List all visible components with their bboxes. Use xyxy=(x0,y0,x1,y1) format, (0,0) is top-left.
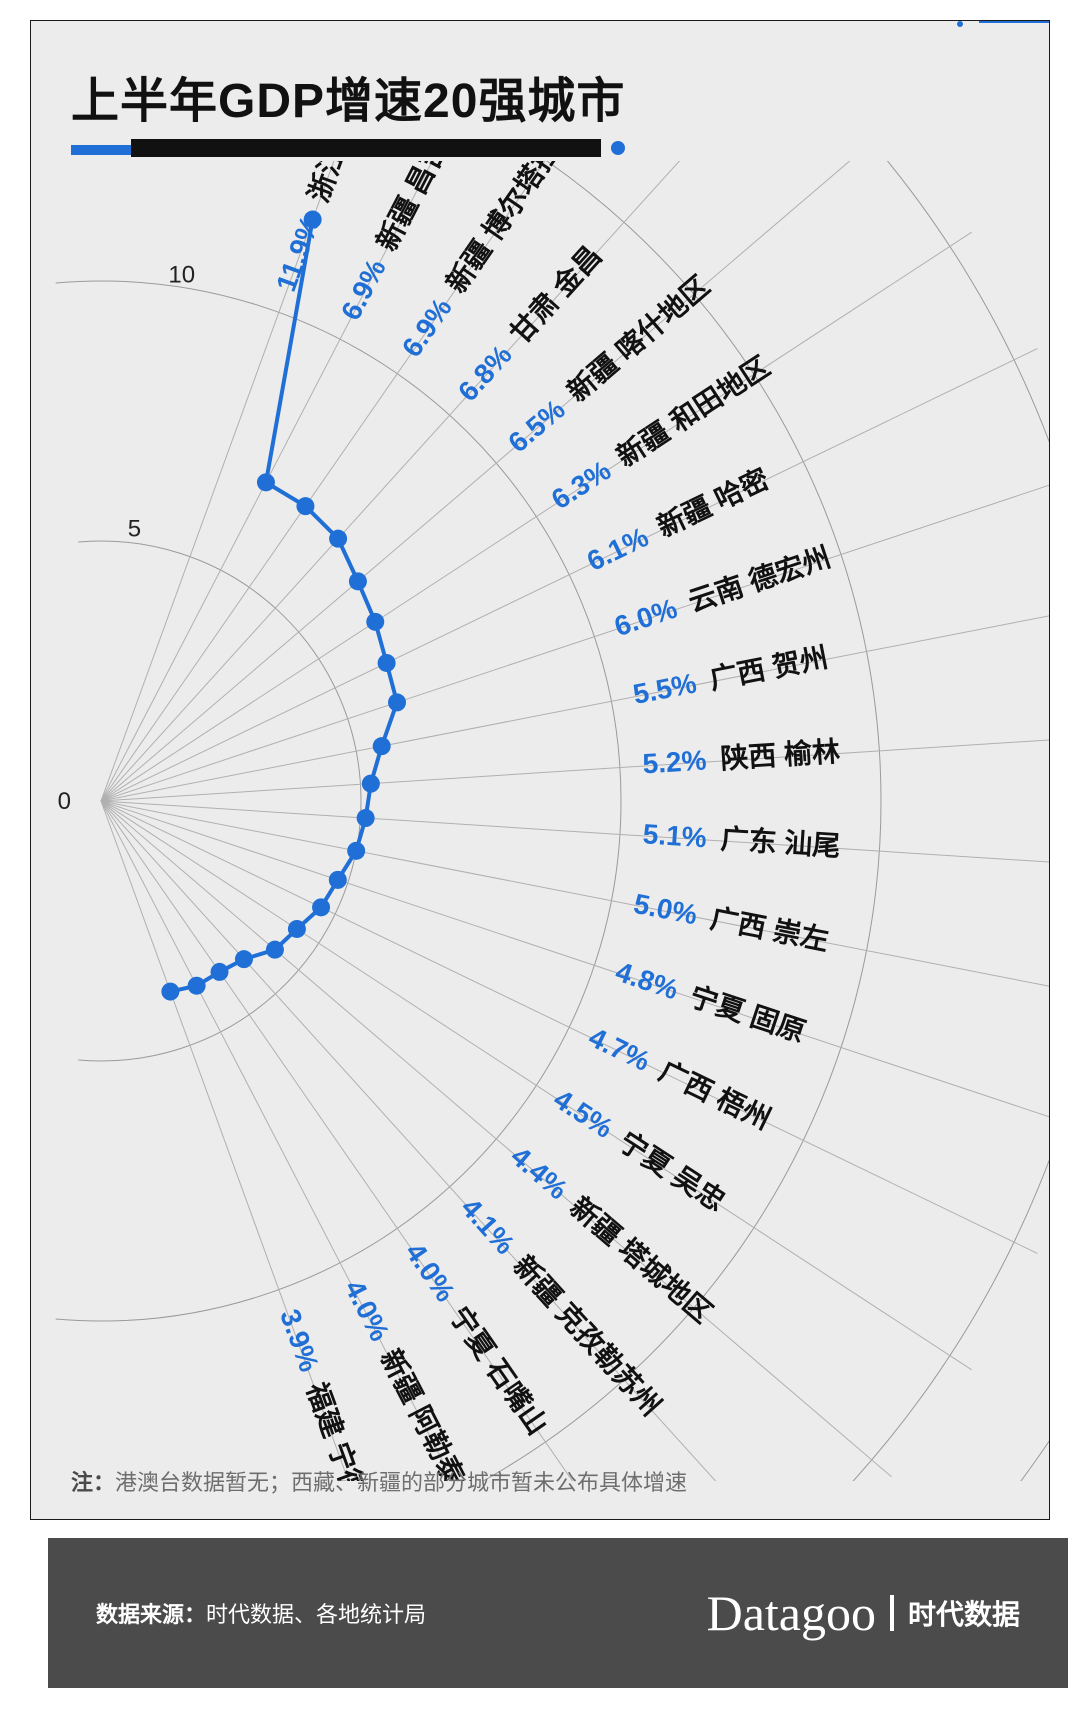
data-point xyxy=(161,983,179,1001)
svg-text:广西 崇左: 广西 崇左 xyxy=(708,903,832,956)
svg-text:5.1%: 5.1% xyxy=(642,818,708,853)
city-label: 3.9%福建 宁德 xyxy=(274,1305,372,1481)
svg-text:新疆 哈密: 新疆 哈密 xyxy=(652,462,774,543)
data-point xyxy=(329,530,347,548)
svg-text:新疆 喀什地区: 新疆 喀什地区 xyxy=(561,270,715,408)
footnote-text: 港澳台数据暂无；西藏、新疆的部分城市暂未公布具体增速 xyxy=(115,1470,687,1495)
brand-divider xyxy=(890,1595,894,1631)
svg-text:广西 贺州: 广西 贺州 xyxy=(707,642,831,695)
data-point xyxy=(257,473,275,491)
data-point xyxy=(266,941,284,959)
data-point xyxy=(388,693,406,711)
data-point xyxy=(296,497,314,515)
data-point xyxy=(347,842,365,860)
data-point xyxy=(235,950,253,968)
data-point xyxy=(349,572,367,590)
svg-text:新疆 和田地区: 新疆 和田地区 xyxy=(611,351,775,473)
svg-text:5.2%: 5.2% xyxy=(642,744,708,779)
city-label: 6.9%新疆 昌吉州 xyxy=(335,161,466,325)
brand-block: Datagoo 时代数据 xyxy=(707,1584,1020,1642)
axis-tick-label: 0 xyxy=(58,788,71,815)
svg-text:5.0%: 5.0% xyxy=(631,888,700,931)
svg-text:4.5%: 4.5% xyxy=(548,1083,618,1144)
svg-text:5.5%: 5.5% xyxy=(630,667,699,710)
page: 上半年GDP增速20强城市 05101511.9%浙江 丹山6.9%新疆 昌吉州… xyxy=(0,0,1080,1709)
title-block: 上半年GDP增速20强城市 xyxy=(71,61,625,139)
svg-text:4.8%: 4.8% xyxy=(612,956,682,1006)
svg-text:4.0%: 4.0% xyxy=(339,1275,396,1346)
svg-text:6.8%: 6.8% xyxy=(452,339,518,407)
city-label: 4.1%新疆 克孜勒苏州 xyxy=(455,1192,667,1422)
svg-text:浙江 丹山: 浙江 丹山 xyxy=(303,161,373,206)
svg-text:6.3%: 6.3% xyxy=(546,454,616,515)
svg-text:6.1%: 6.1% xyxy=(582,521,653,577)
footnote: 注：港澳台数据暂无；西藏、新疆的部分城市暂未公布具体增速 xyxy=(71,1465,687,1497)
data-point xyxy=(329,871,347,889)
svg-text:广东 汕尾: 广东 汕尾 xyxy=(720,822,842,862)
city-label: 6.0%云南 德宏州 xyxy=(610,540,834,642)
city-label: 4.8%宁夏 固原 xyxy=(612,955,810,1048)
svg-text:甘肃 金昌: 甘肃 金昌 xyxy=(503,239,607,349)
svg-text:11.9%: 11.9% xyxy=(270,212,326,296)
brand-cn: 时代数据 xyxy=(908,1593,1020,1633)
footer-bar: 数据来源：时代数据、各地统计局 Datagoo 时代数据 xyxy=(48,1538,1068,1688)
data-source-label: 数据来源： xyxy=(96,1602,206,1627)
data-point xyxy=(188,977,206,995)
svg-text:4.1%: 4.1% xyxy=(455,1192,521,1260)
svg-text:6.9%: 6.9% xyxy=(335,254,392,325)
data-point xyxy=(362,775,380,793)
infographic-card: 上半年GDP增速20强城市 05101511.9%浙江 丹山6.9%新疆 昌吉州… xyxy=(30,20,1050,1520)
data-source: 数据来源：时代数据、各地统计局 xyxy=(96,1597,426,1629)
svg-text:广西 梧州: 广西 梧州 xyxy=(654,1055,775,1135)
brand-en: Datagoo xyxy=(707,1584,876,1642)
svg-text:6.9%: 6.9% xyxy=(396,292,458,362)
data-point xyxy=(211,963,229,981)
svg-text:云南 德宏州: 云南 德宏州 xyxy=(684,540,834,617)
svg-text:3.9%: 3.9% xyxy=(274,1305,325,1376)
data-point xyxy=(373,737,391,755)
svg-text:4.7%: 4.7% xyxy=(584,1021,655,1077)
city-label: 5.1% 广东 汕尾 xyxy=(642,817,841,862)
data-source-text: 时代数据、各地统计局 xyxy=(206,1602,426,1627)
svg-text:4.0%: 4.0% xyxy=(399,1237,461,1307)
city-label: 5.0%广西 崇左 xyxy=(631,888,831,956)
svg-text:宁夏 固原: 宁夏 固原 xyxy=(686,980,810,1048)
page-title: 上半年GDP增速20强城市 xyxy=(71,61,625,131)
data-point xyxy=(288,920,306,938)
data-point xyxy=(357,809,375,827)
svg-text:陕西 榆林: 陕西 榆林 xyxy=(719,735,841,775)
city-label: 5.5%广西 贺州 xyxy=(630,642,830,710)
city-label: 5.2% 陕西 榆林 xyxy=(642,735,841,780)
data-point xyxy=(366,613,384,631)
svg-text:新疆 昌吉州: 新疆 昌吉州 xyxy=(371,161,466,256)
footnote-label: 注： xyxy=(71,1470,115,1495)
svg-text:新疆 塔城地区: 新疆 塔城地区 xyxy=(564,1191,718,1329)
axis-tick-label: 5 xyxy=(128,516,141,543)
accent-top-right xyxy=(979,21,1049,23)
axis-tick-label: 10 xyxy=(168,261,195,288)
svg-text:6.0%: 6.0% xyxy=(610,593,680,643)
radial-chart: 05101511.9%浙江 丹山6.9%新疆 昌吉州6.9%新疆 博尔塔拉州6.… xyxy=(31,161,1050,1481)
data-point xyxy=(312,898,330,916)
data-point xyxy=(378,654,396,672)
svg-text:宁夏 吴忠: 宁夏 吴忠 xyxy=(613,1125,731,1217)
svg-text:宁夏 石嘴山: 宁夏 石嘴山 xyxy=(444,1301,555,1441)
